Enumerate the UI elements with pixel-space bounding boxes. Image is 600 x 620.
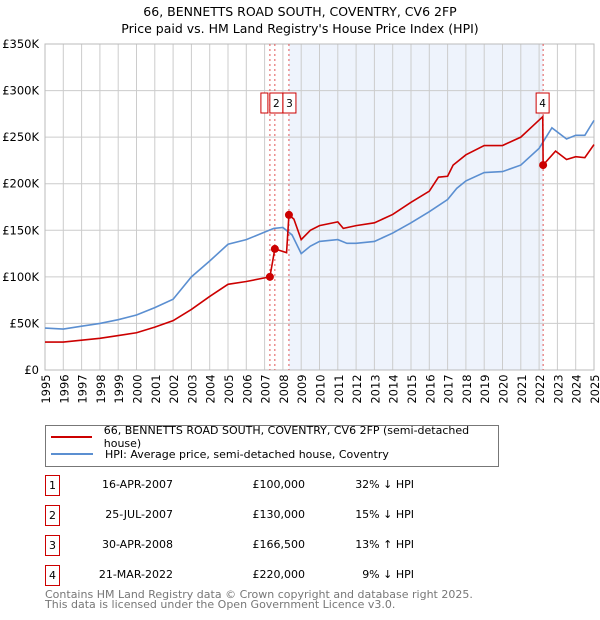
table-row: 2 25-JUL-2007 £130,000 15% ↓ HPI	[45, 505, 445, 526]
x-tick-label: 2020	[497, 374, 511, 403]
footer-copyright: Contains HM Land Registry data © Crown c…	[45, 588, 473, 601]
table-row: 1 16-APR-2007 £100,000 32% ↓ HPI	[45, 475, 445, 496]
marker-number: 3	[45, 535, 60, 556]
legend-label: 66, BENNETTS ROAD SOUTH, COVENTRY, CV6 2…	[103, 424, 470, 450]
hpi-diff: 9% ↓ HPI	[362, 568, 414, 581]
x-tick-label: 2003	[185, 374, 199, 403]
sale-price: £166,500	[252, 538, 306, 551]
x-tick-label: 2017	[442, 374, 456, 403]
sale-date: 25-JUL-2007	[105, 508, 173, 521]
x-tick-label: 2005	[222, 374, 236, 403]
x-tick-label: 1999	[112, 374, 126, 403]
x-tick-label: 2000	[131, 374, 145, 403]
x-tick-label: 2002	[167, 374, 181, 403]
sale-price: £220,000	[252, 568, 306, 581]
marker-label: 4	[539, 98, 546, 110]
marker-number: 1	[45, 475, 60, 496]
x-tick-label: 2012	[350, 374, 364, 403]
x-tick-label: 1996	[57, 374, 71, 403]
y-tick-label: £0	[24, 363, 39, 377]
x-tick-label: 1998	[94, 374, 108, 403]
marker-label: 3	[286, 98, 293, 110]
sale-date: 21-MAR-2022	[98, 568, 173, 581]
sale-point	[265, 272, 274, 281]
hpi-line	[44, 119, 595, 330]
marker-box	[282, 92, 297, 114]
y-tick-label: £50K	[10, 316, 40, 330]
price-paid-line	[45, 114, 595, 343]
sale-point	[270, 244, 279, 253]
marker-label: 2	[273, 98, 280, 110]
legend-swatch-red	[51, 436, 92, 438]
sale-point	[539, 161, 548, 170]
x-tick-label: 2001	[149, 374, 163, 403]
y-tick-label: £100K	[2, 270, 39, 284]
footer: Contains HM Land Registry data © Crown c…	[45, 588, 473, 611]
x-tick-label: 2011	[332, 374, 346, 403]
sale-price: £100,000	[252, 478, 306, 491]
hpi-diff: 32% ↓ HPI	[355, 478, 414, 491]
x-tick-label: 2010	[314, 374, 328, 403]
marker-number: 2	[45, 505, 60, 526]
table-row: 3 30-APR-2008 £166,500 13% ↑ HPI	[45, 535, 445, 556]
x-tick-label: 2025	[588, 374, 600, 403]
legend-label: HPI: Average price, semi-detached house,…	[105, 447, 389, 461]
marker-number: 4	[45, 565, 60, 586]
marker-box	[535, 92, 550, 114]
x-tick-label: 2008	[277, 374, 291, 403]
x-tick-label: 2019	[478, 374, 492, 403]
x-tick-label: 2022	[533, 374, 547, 403]
x-tick-label: 1995	[39, 374, 53, 403]
legend-swatch-blue	[51, 453, 93, 455]
x-tick-label: 2009	[295, 374, 309, 403]
plot-area: £0 £50K £100K £150K £200K £250K £300K £350K 1995…	[2, 37, 600, 404]
x-tick-label: 2018	[460, 374, 474, 403]
x-tick-label: 1997	[76, 374, 90, 403]
y-tick-label: £200K	[2, 177, 39, 191]
hpi-diff: 15% ↓ HPI	[355, 508, 414, 521]
footer-licence: This data is licensed under the Open Gov…	[45, 598, 396, 611]
x-tick-label: 2024	[570, 374, 584, 403]
x-tick-label: 2016	[423, 374, 437, 403]
y-tick-label: £150K	[2, 223, 39, 237]
x-tick-label: 2023	[551, 374, 565, 403]
y-tick-label: £300K	[2, 84, 39, 98]
chart-subtitle: Price paid vs. HM Land Registry's House …	[121, 21, 479, 36]
marker-box	[260, 92, 269, 114]
x-tick-label: 2007	[259, 374, 273, 403]
x-tick-label: 2021	[515, 374, 529, 403]
legend-item-hpi: HPI: Average price, semi-detached house,…	[46, 446, 389, 462]
x-tick-label: 2006	[240, 374, 254, 403]
y-tick-label: £350K	[2, 37, 39, 51]
sale-price: £130,000	[252, 508, 306, 521]
table-row: 4 21-MAR-2022 £220,000 9% ↓ HPI	[45, 565, 445, 586]
x-tick-label: 2004	[204, 374, 218, 403]
sale-point	[284, 210, 293, 219]
sale-date: 16-APR-2007	[101, 478, 173, 491]
plot-border	[44, 43, 595, 371]
legend: 66, BENNETTS ROAD SOUTH, COVENTRY, CV6 2…	[45, 424, 499, 467]
y-tick-label: £250K	[2, 130, 39, 144]
legend-item-property: 66, BENNETTS ROAD SOUTH, COVENTRY, CV6 2…	[46, 424, 498, 450]
chart-title: 66, BENNETTS ROAD SOUTH, COVENTRY, CV6 2…	[143, 4, 457, 19]
x-tick-label: 2014	[387, 374, 401, 403]
shaded-period	[288, 44, 544, 370]
hpi-diff: 13% ↑ HPI	[355, 538, 414, 551]
x-tick-label: 2015	[405, 374, 419, 403]
x-tick-label: 2013	[368, 374, 382, 403]
sale-date: 30-APR-2008	[101, 538, 173, 551]
